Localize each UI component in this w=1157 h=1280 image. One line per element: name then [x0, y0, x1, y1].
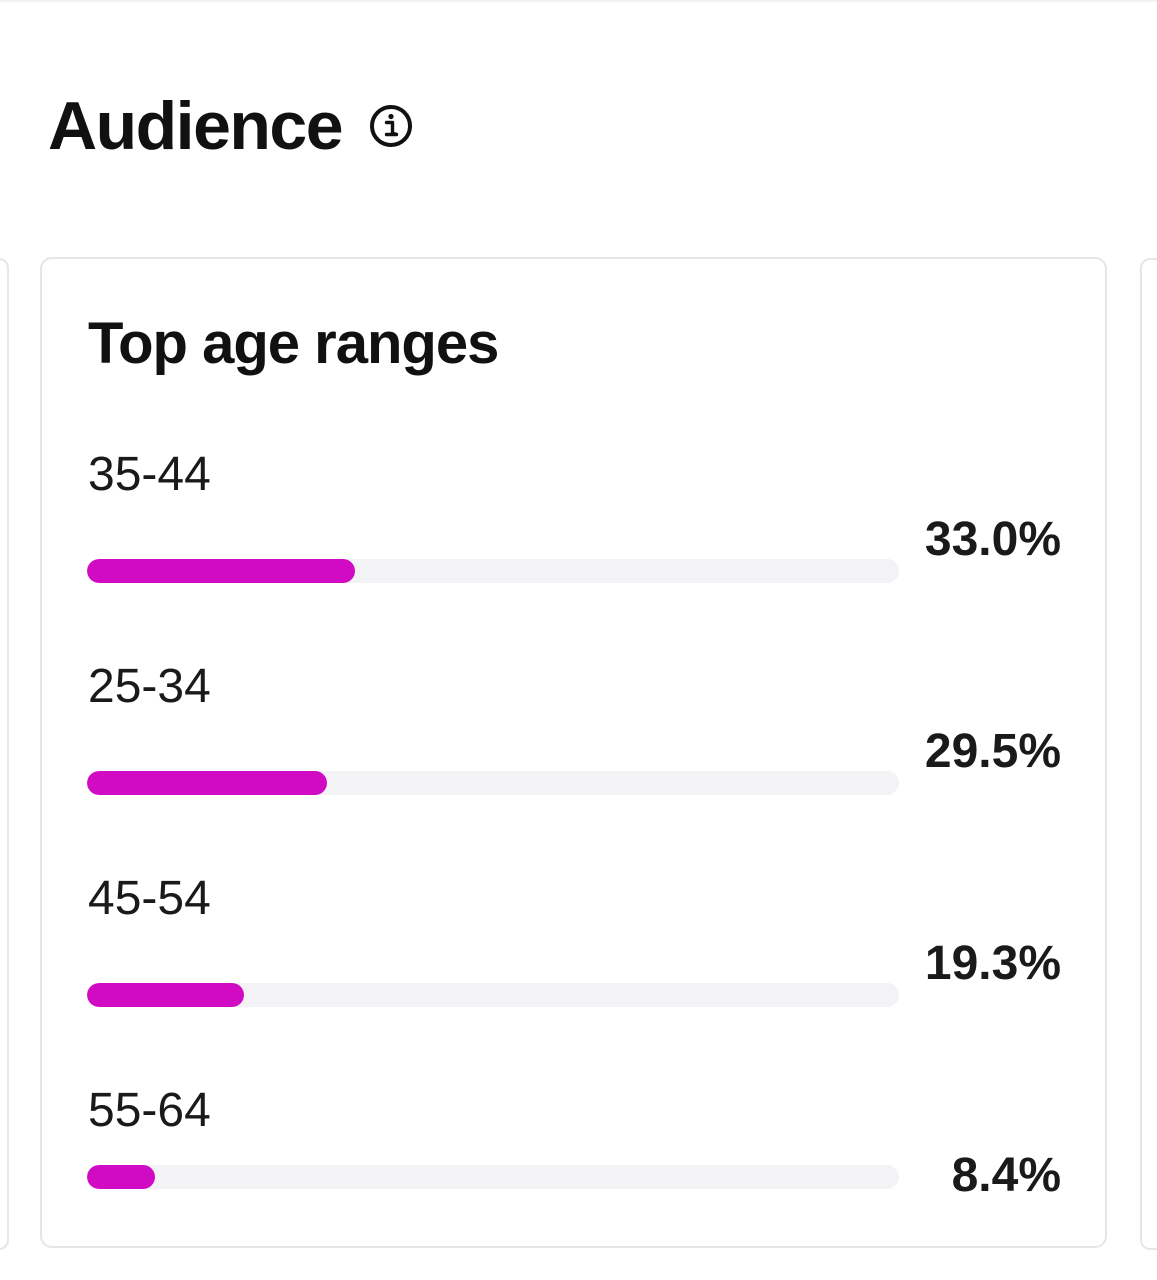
age-range-label: 25-34	[88, 660, 211, 713]
age-range-label: 55-64	[88, 1084, 211, 1137]
bar-track	[87, 559, 899, 583]
percent-value: 19.3%	[924, 937, 1061, 990]
top-divider	[0, 0, 1157, 2]
percent-value: 8.4%	[951, 1149, 1061, 1202]
age-range-label: 35-44	[88, 448, 211, 501]
previous-card-edge[interactable]	[0, 258, 9, 1250]
bar-fill	[87, 559, 355, 583]
info-circle-icon[interactable]	[368, 103, 414, 149]
percent-value: 29.5%	[924, 725, 1061, 778]
bar-track	[87, 983, 899, 1007]
bar-fill	[87, 771, 327, 795]
percent-value: 33.0%	[924, 513, 1061, 566]
bar-fill	[87, 983, 244, 1007]
page-title: Audience	[48, 88, 344, 164]
top-age-ranges-card: Top age ranges 35-44 33.0% 25-34 29.5% 4…	[40, 257, 1107, 1248]
audience-header: Audience	[48, 88, 414, 164]
next-card-edge[interactable]	[1140, 258, 1157, 1250]
bar-track	[87, 771, 899, 795]
age-range-label: 45-54	[88, 872, 211, 925]
card-title: Top age ranges	[88, 311, 499, 376]
bar-track	[87, 1165, 899, 1189]
bar-fill	[87, 1165, 156, 1189]
